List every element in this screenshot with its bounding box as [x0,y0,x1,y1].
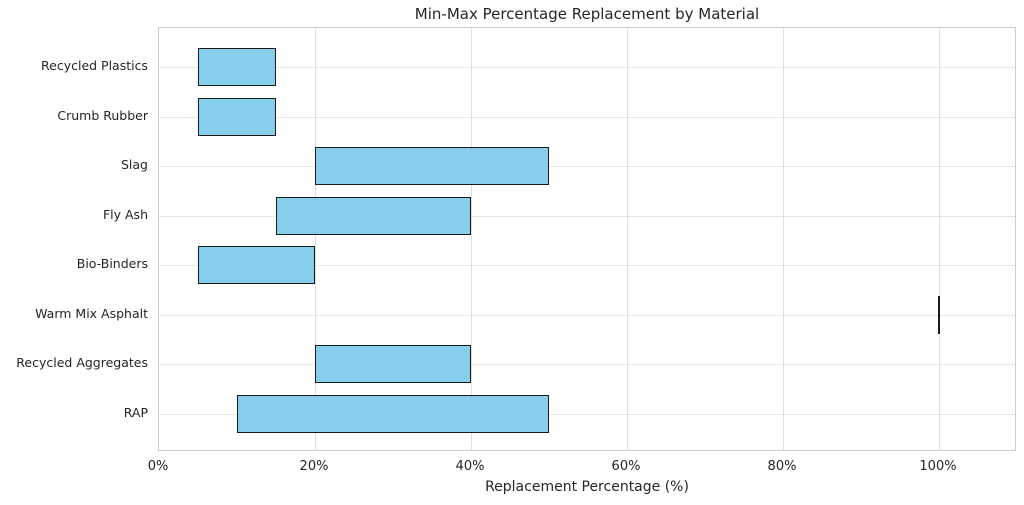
range-bar [276,196,471,235]
y-axis-tick-label: Recycled Aggregates [16,355,148,371]
range-bar [237,394,549,433]
y-axis-tick-label: RAP [123,404,148,420]
grid-line-horizontal [159,166,1015,168]
chart-title: Min-Max Percentage Replacement by Materi… [414,5,760,23]
grid-line-vertical [470,28,472,450]
x-axis-tick-label: 40% [455,459,485,474]
y-axis-tick-label: Bio-Binders [76,256,148,272]
grid-line-vertical [938,28,940,450]
grid-line-horizontal [159,116,1015,118]
y-axis-tick-label: Fly Ash [102,206,148,222]
x-axis-tick-label: 20% [299,459,329,474]
range-bar [315,147,549,186]
grid-line-horizontal [159,413,1015,415]
grid-line-horizontal [159,265,1015,267]
y-axis-tick-label: Recycled Plastics [41,58,148,73]
range-bar [198,97,276,136]
grid-line-vertical [314,28,316,450]
y-axis-tick-label: Crumb Rubber [57,107,148,123]
grid-line-horizontal [159,67,1015,68]
range-bar [315,345,471,384]
grid-line-horizontal [159,364,1015,366]
range-bar-zero-width [937,295,941,334]
x-axis-tick-label: 80% [767,459,797,474]
grid-line-vertical [782,28,784,450]
x-axis-label: Replacement Percentage (%) [485,479,689,495]
grid-line-vertical [626,28,628,450]
x-axis-tick-label: 0% [147,459,169,474]
x-axis-tick-label: 100% [919,459,957,474]
range-bar [198,246,315,285]
grid-line-horizontal [159,314,1015,316]
x-axis-tick-label: 60% [611,459,641,474]
y-axis-tick-label: Slag [120,157,148,173]
grid-line-horizontal [159,215,1015,217]
plot-area [158,27,1016,451]
range-bar [198,48,276,86]
y-axis-tick-label: Warm Mix Asphalt [35,305,148,321]
